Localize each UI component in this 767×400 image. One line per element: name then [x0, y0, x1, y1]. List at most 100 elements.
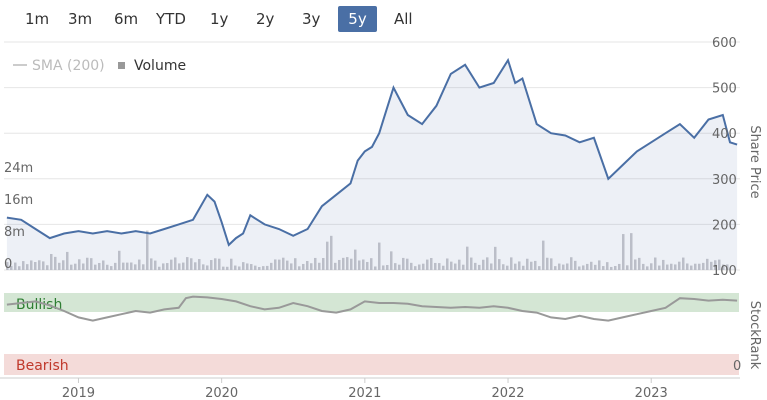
volume-bar: [138, 259, 141, 270]
range-6m-button[interactable]: 6m: [114, 10, 139, 28]
price-series-line: [6, 57, 738, 247]
volume-bar: [686, 263, 689, 270]
volume-bar: [566, 263, 569, 270]
range-5y-button[interactable]: 5y: [338, 6, 377, 32]
range-ytd-button[interactable]: YTD: [156, 10, 186, 28]
volume-tick-label: 24m: [4, 161, 33, 176]
legend: SMA (200) Volume: [13, 58, 186, 74]
volume-bar: [638, 257, 641, 270]
price-area: [6, 60, 738, 271]
volume-bar: [202, 264, 205, 270]
volume-bar: [158, 266, 161, 270]
volume-bar: [170, 259, 173, 270]
volume-bar: [714, 260, 717, 270]
volume-bar: [650, 263, 653, 270]
volume-bar: [250, 264, 253, 270]
volume-bar: [598, 260, 601, 270]
volume-bar: [430, 257, 433, 270]
volume-legend-swatch: [118, 62, 125, 69]
x-tick-label: 2023: [635, 386, 668, 400]
volume-bar: [726, 264, 729, 270]
volume-bar: [218, 258, 221, 270]
volume-bar: [506, 265, 509, 270]
volume-bar: [194, 262, 197, 270]
volume-bar: [622, 234, 625, 270]
volume-tick-label: 8m: [4, 225, 25, 240]
stockrank-axis-title: StockRank: [747, 301, 762, 370]
volume-bar: [70, 264, 73, 270]
volume-bar: [290, 263, 293, 270]
volume-bar: [410, 262, 413, 270]
volume-bar: [246, 263, 249, 270]
volume-bar: [550, 258, 553, 270]
volume-bar: [238, 266, 241, 270]
volume-bar: [674, 264, 677, 270]
volume-bar: [630, 233, 633, 270]
price-axis-title: Share Price: [747, 125, 762, 198]
price-tick-label: 400: [712, 127, 737, 142]
volume-bar: [110, 266, 113, 270]
price-tick-label: 100: [712, 264, 737, 279]
volume-bar: [546, 257, 549, 270]
volume-bar: [178, 263, 181, 270]
volume-bar: [10, 265, 13, 270]
volume-bar: [22, 261, 25, 270]
volume-bar: [58, 262, 61, 270]
volume-bar: [482, 259, 485, 270]
volume-bar: [402, 257, 405, 270]
volume-bar: [478, 264, 481, 270]
range-3m-button[interactable]: 3m: [68, 10, 93, 28]
volume-bar: [310, 263, 313, 270]
volume-bar: [166, 263, 169, 270]
volume-bar: [274, 259, 277, 270]
volume-bar: [366, 261, 369, 270]
volume-bar: [322, 258, 325, 270]
volume-bar: [718, 259, 721, 270]
volume-bar: [186, 257, 189, 270]
range-1m-button[interactable]: 1m: [25, 10, 50, 28]
volume-bar: [498, 259, 501, 270]
range-3y-button[interactable]: 3y: [302, 10, 321, 28]
volume-bar: [46, 265, 49, 270]
volume-bar: [574, 260, 577, 270]
volume-bar: [450, 261, 453, 270]
price-tick-label: 600: [712, 36, 737, 51]
volume-bar: [614, 266, 617, 270]
volume-bar: [606, 262, 609, 270]
bullish-band-label: Bullish: [16, 297, 62, 313]
volume-bar: [466, 246, 469, 270]
volume-legend-label[interactable]: Volume: [134, 58, 186, 74]
range-all-button[interactable]: All: [394, 10, 413, 28]
volume-bar: [278, 259, 281, 270]
x-tick-label: 2019: [62, 386, 95, 400]
range-1y-button[interactable]: 1y: [210, 10, 229, 28]
volume-bar: [418, 264, 421, 270]
volume-bar: [42, 261, 45, 270]
volume-bar: [298, 266, 301, 270]
volume-bar: [230, 258, 233, 270]
volume-bar: [74, 263, 77, 270]
volume-bar: [626, 265, 629, 270]
volume-bar: [422, 263, 425, 270]
volume-bar: [66, 251, 69, 270]
volume-bar: [98, 262, 101, 270]
volume-bar: [678, 261, 681, 270]
volume-bar: [378, 242, 381, 270]
volume-bar: [518, 261, 521, 270]
volume-bar: [698, 263, 701, 270]
stockrank-tick-0: 0: [733, 359, 741, 374]
volume-bar: [654, 257, 657, 270]
volume-bar: [662, 259, 665, 270]
sma-legend-label[interactable]: SMA (200): [32, 58, 105, 74]
volume-bar: [502, 264, 505, 270]
range-2y-button[interactable]: 2y: [256, 10, 275, 28]
volume-bar: [618, 263, 621, 270]
volume-bar: [414, 266, 417, 270]
volume-bar: [266, 265, 269, 270]
volume-bar: [562, 264, 565, 270]
volume-bar: [262, 266, 265, 270]
volume-bar: [14, 262, 17, 270]
volume-bar: [578, 266, 581, 270]
volume-bar: [522, 265, 525, 270]
